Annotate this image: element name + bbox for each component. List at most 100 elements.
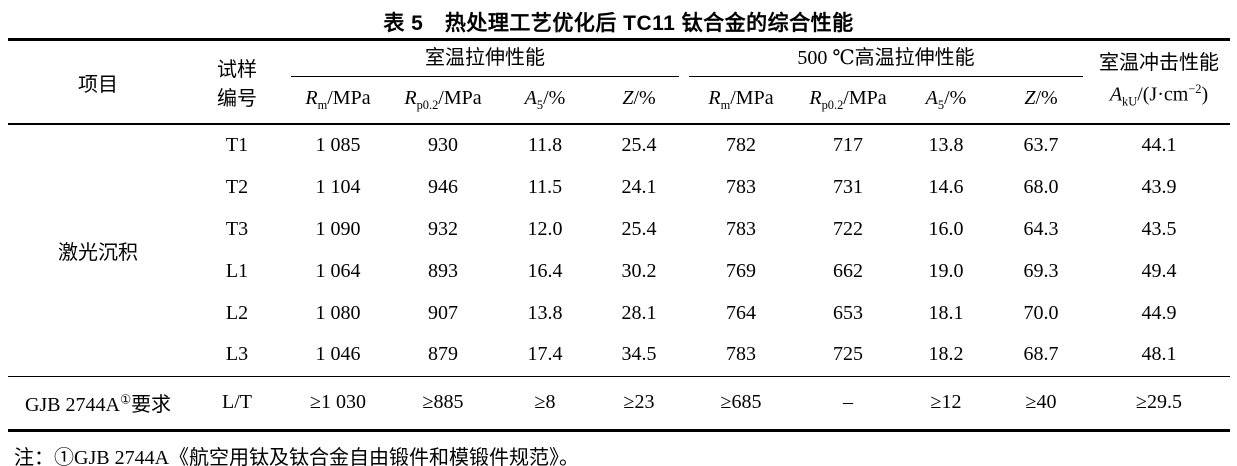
col-header-rm-ht: Rm/MPa xyxy=(684,77,798,125)
col-header-sample-line1: 试样 xyxy=(217,59,257,81)
cell-sample-id: L/T xyxy=(188,375,286,430)
cell-value: 725 xyxy=(833,343,863,366)
cell-value: 731 xyxy=(833,175,863,198)
cell-value: 11.8 xyxy=(527,134,563,156)
cell-value: 44.1 xyxy=(1141,134,1177,156)
cell-value: 769 xyxy=(726,259,756,282)
cell-sample-id: L3 xyxy=(225,343,249,366)
col-header-sample-id: 试样 编号 xyxy=(188,39,286,125)
cell-value: 70.0 xyxy=(1023,301,1059,324)
cell-value: ≥12 xyxy=(898,375,994,430)
cell-sample-id: T3 xyxy=(225,217,249,240)
cell-value: 63.7 xyxy=(1023,134,1059,156)
cell-value: 1 104 xyxy=(315,175,361,198)
cell-value: ≥40 xyxy=(994,375,1088,430)
cell-value: 16.4 xyxy=(527,259,563,282)
table-row: L3 1 046 879 17.4 34.5 783 725 18.2 68.7… xyxy=(8,334,1230,376)
cell-value: – xyxy=(798,375,898,430)
cell-value: 14.6 xyxy=(928,175,964,198)
requirement-row: GJB 2744A①要求 L/T ≥1 030 ≥885 ≥8 ≥23 ≥685… xyxy=(8,375,1230,430)
cell-value: 11.5 xyxy=(527,175,563,198)
cell-value: 30.2 xyxy=(621,259,657,282)
cell-value: 44.9 xyxy=(1141,301,1177,324)
cell-sample-id: T1 xyxy=(225,134,249,156)
cell-value: 653 xyxy=(833,301,863,324)
properties-table: 项目 试样 编号 室温拉伸性能 500 ℃高温拉伸性能 室温冲击性能 AkU/(… xyxy=(8,38,1230,432)
cell-value: 28.1 xyxy=(621,301,657,324)
requirement-row-label: GJB 2744A①要求 xyxy=(8,375,188,430)
col-header-sample-line2: 编号 xyxy=(217,88,257,110)
col-group-high-temp-label: 500 ℃高温拉伸性能 xyxy=(689,41,1083,77)
col-group-high-temp-tensile: 500 ℃高温拉伸性能 xyxy=(684,40,1088,77)
cell-value: ≥23 xyxy=(594,375,684,430)
cell-value: 1 046 xyxy=(315,343,361,366)
table-row: L1 1 064 893 16.4 30.2 769 662 19.0 69.3… xyxy=(8,250,1230,292)
cell-value: 13.8 xyxy=(928,134,964,156)
cell-value: 782 xyxy=(726,134,756,156)
cell-value: 783 xyxy=(726,343,756,366)
cell-value: 1 064 xyxy=(315,259,361,282)
col-header-impact-symbol: AkU/(J·cm−2) xyxy=(1109,81,1209,109)
cell-value: 930 xyxy=(428,134,458,156)
col-header-z-ht: Z/% xyxy=(994,77,1088,125)
cell-value: ≥685 xyxy=(684,375,798,430)
cell-value: 662 xyxy=(833,259,863,282)
cell-value: 48.1 xyxy=(1141,343,1177,366)
col-header-item: 项目 xyxy=(8,39,188,125)
col-header-z-room: Z/% xyxy=(594,77,684,125)
cell-value: 18.2 xyxy=(928,343,964,366)
cell-value: 783 xyxy=(726,217,756,240)
cell-value: 18.1 xyxy=(928,301,964,324)
table-row: L2 1 080 907 13.8 28.1 764 653 18.1 70.0… xyxy=(8,292,1230,334)
cell-value: 764 xyxy=(726,301,756,324)
col-header-rm-room: Rm/MPa xyxy=(286,77,390,125)
cell-value: 16.0 xyxy=(928,217,964,240)
cell-value: 1 090 xyxy=(315,217,361,240)
cell-value: 25.4 xyxy=(621,134,657,156)
cell-value: 946 xyxy=(428,175,458,198)
col-group-room-temp-tensile: 室温拉伸性能 xyxy=(286,40,684,77)
cell-value: 717 xyxy=(833,134,863,156)
cell-value: 43.9 xyxy=(1141,175,1177,198)
cell-value: ≥885 xyxy=(390,375,496,430)
cell-value: 68.7 xyxy=(1023,343,1059,366)
cell-sample-id: L2 xyxy=(225,301,249,324)
table-caption: 表 5 热处理工艺优化后 TC11 钛合金的综合性能 xyxy=(383,12,854,35)
cell-sample-id: T2 xyxy=(225,175,249,198)
cell-value: ≥1 030 xyxy=(286,375,390,430)
cell-value: 25.4 xyxy=(621,217,657,240)
cell-value: ≥29.5 xyxy=(1088,375,1230,430)
cell-value: 879 xyxy=(428,343,458,366)
col-header-rp02-ht: Rp0.2/MPa xyxy=(798,77,898,125)
table-row: T3 1 090 932 12.0 25.4 783 722 16.0 64.3… xyxy=(8,208,1230,250)
cell-value: ≥8 xyxy=(496,375,594,430)
cell-value: 49.4 xyxy=(1141,259,1177,282)
cell-value: 1 085 xyxy=(315,134,361,156)
cell-sample-id: L1 xyxy=(225,259,249,282)
cell-value: 19.0 xyxy=(928,259,964,282)
cell-value: 1 080 xyxy=(315,301,361,324)
table-row: T2 1 104 946 11.5 24.1 783 731 14.6 68.0… xyxy=(8,166,1230,208)
cell-value: 13.8 xyxy=(527,301,563,324)
col-group-room-temp-label: 室温拉伸性能 xyxy=(291,41,679,77)
cell-value: 893 xyxy=(428,259,458,282)
row-group-laser-deposition: 激光沉积 xyxy=(58,241,138,264)
cell-value: 722 xyxy=(833,217,863,240)
cell-value: 24.1 xyxy=(621,175,657,198)
cell-value: 907 xyxy=(428,301,458,324)
cell-value: 932 xyxy=(428,217,458,240)
cell-value: 12.0 xyxy=(527,217,563,240)
cell-value: 69.3 xyxy=(1023,259,1059,282)
cell-value: 34.5 xyxy=(621,343,657,366)
footnote-marker: ① xyxy=(119,392,132,407)
col-header-impact: 室温冲击性能 AkU/(J·cm−2) xyxy=(1088,39,1230,125)
cell-value: 68.0 xyxy=(1023,175,1059,198)
cell-value: 783 xyxy=(726,175,756,198)
cell-value: 17.4 xyxy=(527,343,563,366)
cell-value: 64.3 xyxy=(1023,217,1059,240)
footnote: 注：①GJB 2744A《航空用钛及钛合金自由锻件和模锻件规范》。 xyxy=(14,446,580,466)
col-header-a5-room: A5/% xyxy=(496,77,594,125)
col-header-rp02-room: Rp0.2/MPa xyxy=(390,77,496,125)
col-header-impact-title: 室温冲击性能 xyxy=(1099,51,1219,74)
